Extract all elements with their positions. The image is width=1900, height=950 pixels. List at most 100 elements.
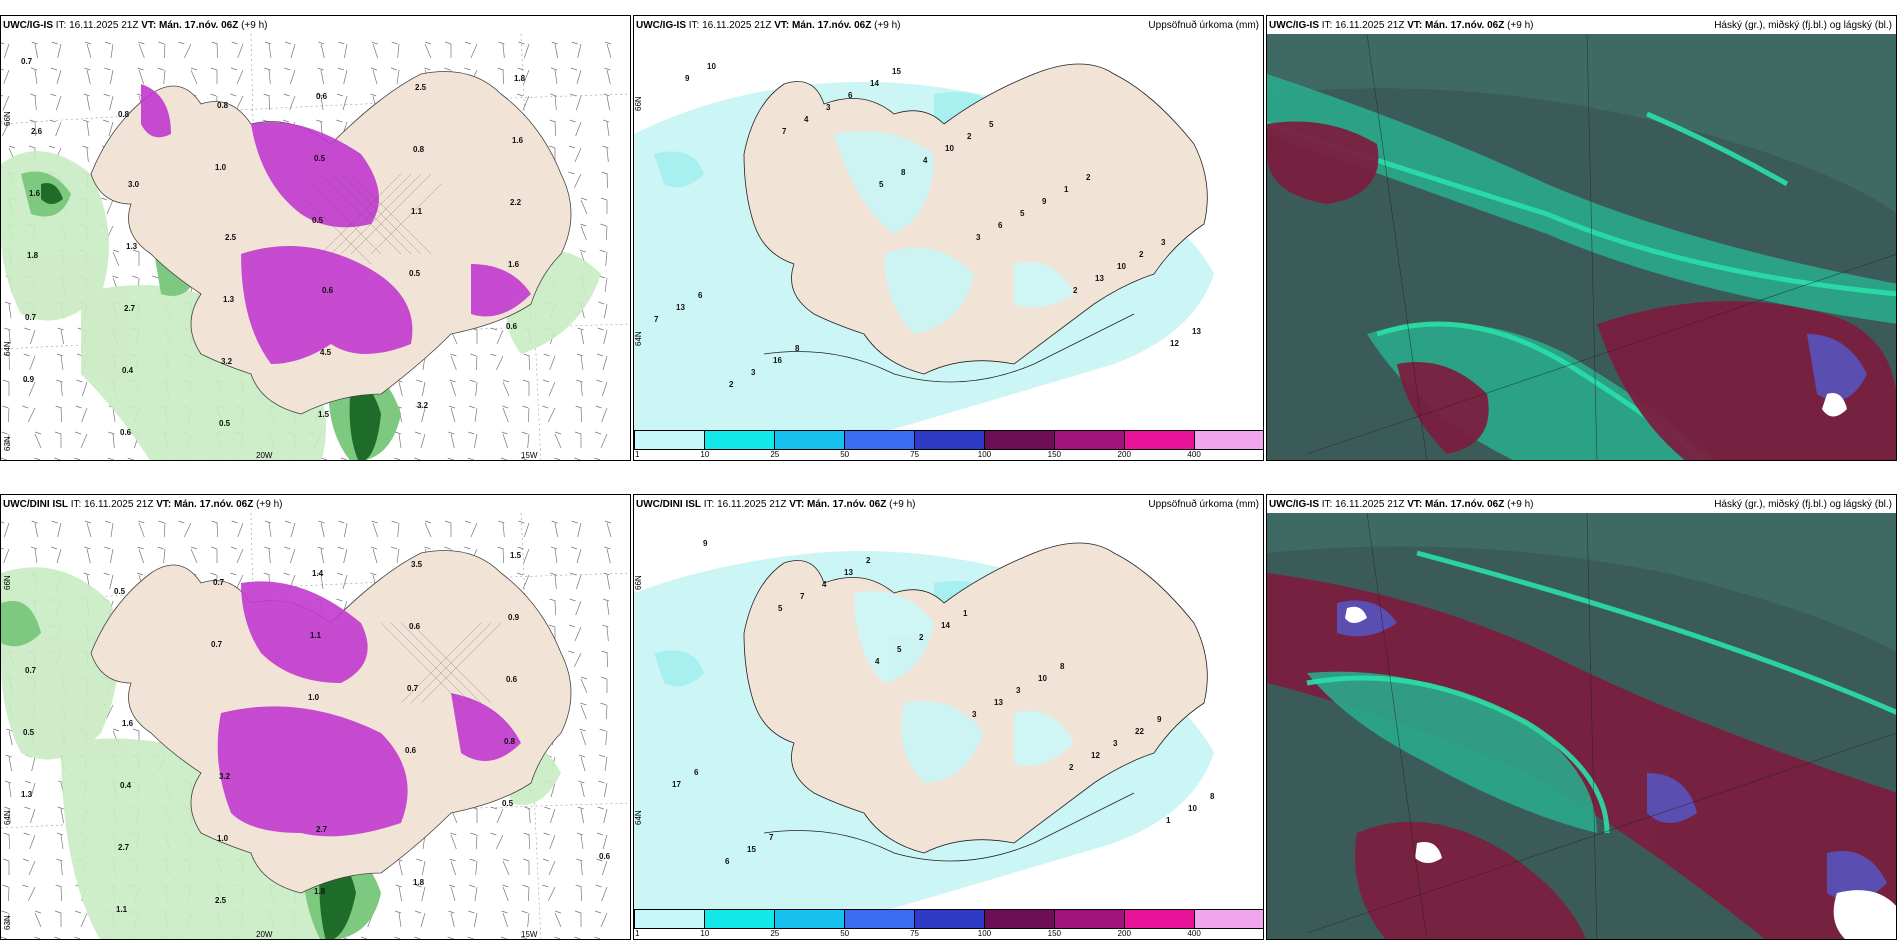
wind-barb <box>580 676 588 694</box>
map-value-label: 1.1 <box>411 207 423 216</box>
colorbar-tick-label: 400 <box>1187 929 1201 938</box>
map-value-label: 5 <box>1020 209 1025 218</box>
colorbar-tick-label: 200 <box>1117 929 1131 938</box>
colorbar-tick-label: 25 <box>770 450 780 459</box>
wind-barb <box>396 858 403 876</box>
wind-barb <box>82 145 89 163</box>
lead-time: (+9 h) <box>1507 20 1534 31</box>
wind-barb <box>317 546 325 564</box>
colorbar-cell <box>915 431 985 449</box>
wind-barb <box>603 572 611 590</box>
map-value-label: 13 <box>1192 327 1201 336</box>
colorbar-cell <box>775 910 845 928</box>
wind-barb <box>568 171 582 189</box>
wind-barb <box>595 884 608 902</box>
wind-barb <box>394 910 402 928</box>
wind-barb <box>54 457 61 460</box>
wind-barb <box>318 41 325 59</box>
wind-barb <box>550 93 557 111</box>
wind-barb <box>570 572 582 590</box>
wind-barb <box>264 546 271 564</box>
wind-barb <box>34 431 42 449</box>
lat-label: 64N <box>3 810 12 825</box>
wind-barb <box>157 546 166 564</box>
wind-barb <box>518 520 530 538</box>
wind-barb <box>543 353 556 371</box>
wind-barb <box>550 572 557 590</box>
map-value-label: 5 <box>879 180 884 189</box>
it-label: IT: <box>70 499 82 510</box>
vt-value: Mán. 17.nóv. 06Z <box>1425 499 1505 510</box>
wind-barb <box>264 520 272 538</box>
wind-barb <box>50 93 62 111</box>
map-value-label: 2.5 <box>215 896 227 905</box>
wind-barb <box>501 910 508 928</box>
panel-title: Uppsöfnuð úrkoma (mm) <box>1148 20 1259 31</box>
wind-barb <box>448 431 455 449</box>
wind-barb <box>502 884 509 902</box>
wind-barb <box>390 67 400 85</box>
wind-barb <box>542 405 556 423</box>
wind-barb <box>424 41 432 59</box>
wind-barb <box>522 379 530 396</box>
wind-barb <box>82 119 90 137</box>
wind-barb <box>318 520 325 538</box>
cloud-map <box>1267 513 1896 939</box>
map-value-label: 10 <box>1117 262 1126 271</box>
map-value-label: 2 <box>919 633 924 642</box>
map-value-label: 5 <box>989 120 994 129</box>
wind-barb <box>29 119 37 137</box>
wind-barb <box>570 93 582 111</box>
colorbar-tick-label: 100 <box>977 929 992 938</box>
wind-barb <box>24 327 36 345</box>
wind-barb <box>502 405 509 423</box>
colorbar-cell <box>705 431 775 449</box>
map-value-label: 3.2 <box>417 401 429 410</box>
map-value-label: 2.5 <box>415 83 427 92</box>
wind-barb <box>594 936 607 939</box>
colorbar-tick-label: 150 <box>1047 929 1062 938</box>
map-value-label: 9 <box>1042 197 1047 206</box>
wind-barb <box>469 379 478 397</box>
wind-barb <box>602 145 609 163</box>
wind-barb <box>4 780 12 798</box>
wind-barb <box>394 431 402 449</box>
wind-barb <box>178 520 192 538</box>
map-value-label: 2 <box>1069 763 1074 772</box>
lon-label: 20W <box>256 930 273 939</box>
vt-value: Mán. 17.nóv. 06Z <box>1425 20 1505 31</box>
wind-barb <box>577 327 585 345</box>
map-value-label: 10 <box>1188 804 1197 813</box>
map-value-label: 3.2 <box>219 772 231 781</box>
wind-barb <box>604 67 611 85</box>
wind-barb <box>391 520 400 538</box>
wind-barb <box>23 353 36 371</box>
wind-barb <box>576 353 584 371</box>
wind-barb <box>517 67 530 85</box>
wind-barb <box>178 41 192 59</box>
wind-barb <box>158 41 166 59</box>
wind-barb <box>549 598 557 616</box>
wind-barb <box>340 457 348 460</box>
map-value-label: 3 <box>751 368 756 377</box>
wind-barb <box>370 67 378 85</box>
wind-barb <box>360 936 373 939</box>
wind-barb <box>104 67 114 85</box>
wind-barb <box>579 728 586 746</box>
wind-barb <box>549 119 557 137</box>
map-value-label: 0.5 <box>409 269 421 278</box>
wind-barb <box>450 353 457 371</box>
wind-barb <box>597 806 608 824</box>
map-value-label: 0.6 <box>120 428 132 437</box>
wind-barb <box>568 624 582 642</box>
wind-barb <box>464 520 478 538</box>
wind-barb <box>76 379 88 397</box>
wind-barb <box>1 68 10 85</box>
map-value-label: 1.6 <box>508 260 520 269</box>
wind-barb <box>470 353 478 371</box>
wind-barb <box>602 119 610 137</box>
wind-barb <box>263 93 271 111</box>
wind-barb <box>132 249 140 266</box>
wind-barb <box>414 431 426 449</box>
colorbar-ticks: 1 10 25 50 75 100 150 200 400 <box>634 928 1263 939</box>
